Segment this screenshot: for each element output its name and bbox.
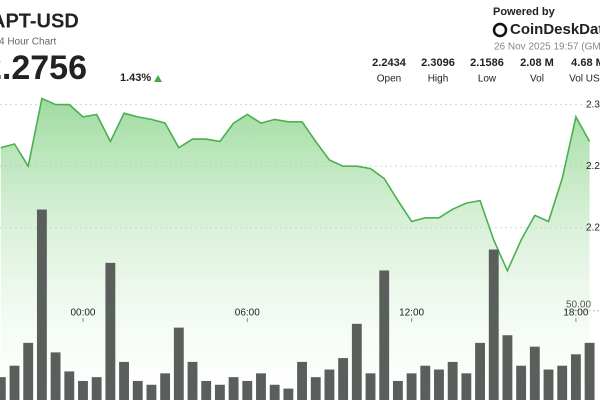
stat-label: Vol [530,74,544,85]
up-arrow [154,75,162,82]
area [0,98,590,400]
y-tick-label: 2.20 [586,222,600,233]
stat-label: High [428,74,449,85]
stat-value: 2.3096 [421,57,455,69]
plot: 2.30 2.25 2.20 50.00 00:00 06:00 12:00 18:00 [0,97,600,400]
stat-label: Open [377,74,401,85]
volume-bar [584,342,595,400]
change: 1.43% [120,72,151,84]
volume-bar [365,373,376,400]
volume-bar [461,373,472,400]
x-tick-label: 18:00 [563,308,588,319]
volume-bar [119,361,129,400]
volume-bar [64,371,75,400]
volume-bar [23,342,34,400]
volume-bar [338,358,349,400]
stat-value: 2.2434 [372,57,407,69]
volume-bar [447,361,458,400]
volume-bar [516,365,527,400]
volume-bar [570,354,581,400]
stat-label: Vol USD [569,74,600,85]
price: 2.2756 [0,49,87,87]
volume-bar [297,361,307,400]
volume-bar [214,384,225,400]
volume-bar [502,335,513,400]
volume-bar [283,388,294,400]
brand: CoinDeskData [510,21,600,38]
stat-value: 4.68 M [571,57,600,69]
volume-bar [78,380,88,400]
price-line [0,97,591,273]
volume-bar [434,369,444,400]
volume-bar [228,377,239,400]
volume-bar [351,323,362,400]
volume-bar [160,373,171,400]
volume-bar [50,352,61,400]
brand-logo [492,22,508,38]
volume-bar [392,380,403,400]
volume-bar [242,380,253,400]
volume-bar [91,377,102,400]
volume-bar [0,377,6,400]
y2-tick-label: 50.00 [566,299,591,310]
volume-bar [146,384,157,400]
powered-by: Powered by [493,6,556,18]
stats: 2.2434 Open 2.3096 High 2.1586 Low 2.08 M Vol 4.… [372,57,600,85]
volume-bar [173,327,184,400]
volume-bar [324,369,335,400]
volume-bar [557,365,568,400]
volume-bar [475,342,485,400]
volume-bar [379,270,390,400]
volume-bar [420,365,431,400]
x-tick-label: 12:00 [399,308,424,319]
volume-bar [269,384,280,400]
volume-bar [132,380,143,400]
volume-bar [488,249,499,400]
y-tick-label: 2.25 [586,161,600,172]
chart-subtitle: 4 Hour Chart [0,37,56,48]
x-tick-label: 06:00 [235,308,260,319]
volume-bar [310,377,321,400]
volume-bar [105,262,116,400]
volume-bar [256,373,266,400]
volume-bar [529,346,540,400]
y-tick-label: 2.30 [586,99,600,110]
volume-bar [187,361,198,400]
volume-bar [543,369,554,400]
volume-bar [9,365,20,400]
chart-title: APT-USD [0,10,79,32]
x-tick-label: 00:00 [70,308,95,319]
volume-bar [36,209,47,400]
stat-value: 2.08 M [520,57,554,69]
stat-value: 2.1586 [470,57,504,69]
stat-label: Low [478,74,497,85]
timestamp: 26 Nov 2025 19:57 (GMT [494,42,600,53]
volume-bar [201,380,212,400]
volume-bar [406,373,417,400]
